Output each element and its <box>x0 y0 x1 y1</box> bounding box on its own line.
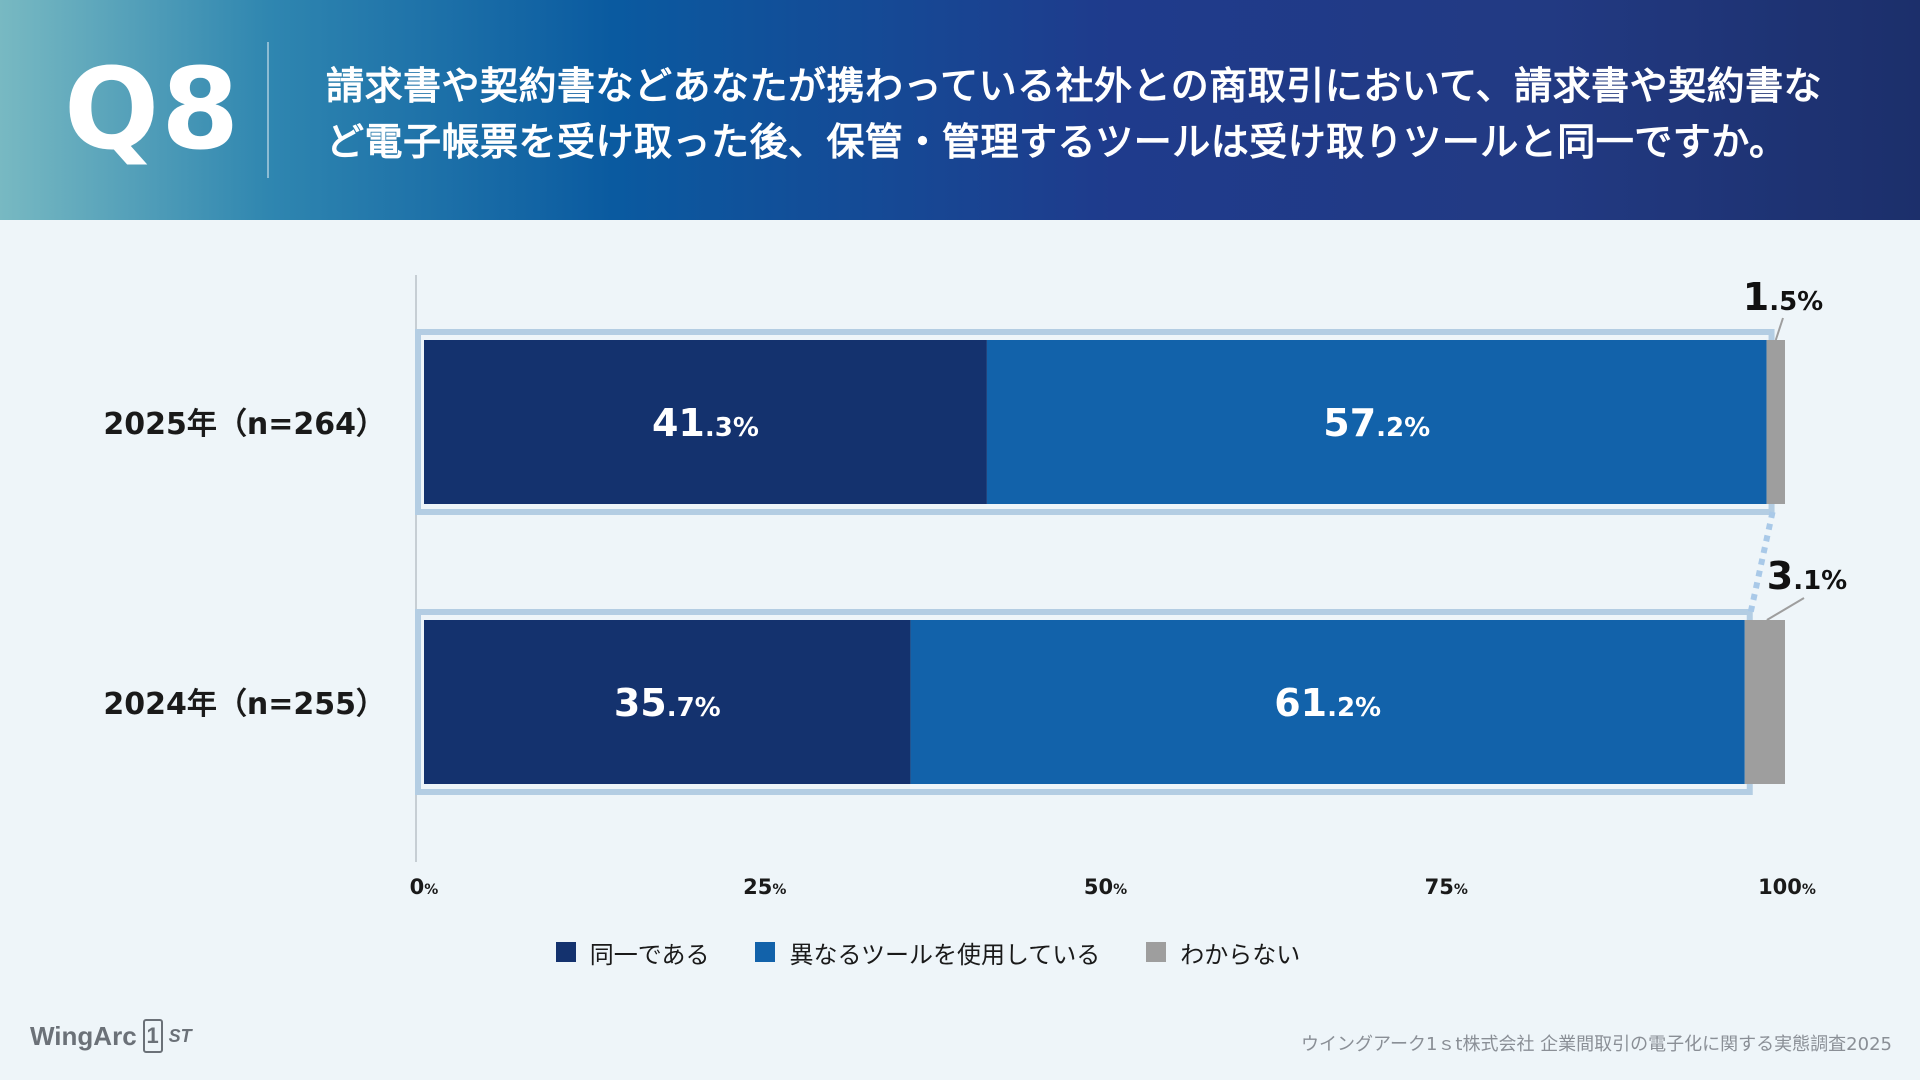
x-tick-label: 25% <box>743 875 786 899</box>
value-label-unknown: 3.1% <box>1767 554 1847 598</box>
logo-text: WingArc <box>30 1020 137 1051</box>
legend-item-same: 同一である <box>555 935 710 970</box>
x-tick-label: 50% <box>1084 875 1127 899</box>
chart-legend: 同一である 異なるツールを使用している わからない <box>0 934 1888 970</box>
legend-item-different: 異なるツールを使用している <box>755 935 1100 970</box>
legend-label-same: 同一である <box>589 940 710 969</box>
value-label-same: 35.7% <box>614 681 721 725</box>
bar-segment-unknown <box>1766 340 1785 504</box>
header-divider <box>267 42 269 178</box>
bar-segment-same <box>424 620 911 784</box>
category-label: 2024年（n=255） <box>103 687 386 722</box>
legend-swatch-different <box>755 942 776 962</box>
question-text: 請求書や契約書などあなたが携わっている社外との商取引において、請求書や契約書など… <box>326 64 1823 164</box>
company-logo: WingArc 1 ST <box>30 1018 192 1054</box>
header-banner: Q8 請求書や契約書などあなたが携わっている社外との商取引において、請求書や契約… <box>0 0 1920 220</box>
leader-line <box>1766 597 1805 621</box>
logo-mark: 1 <box>142 1019 163 1053</box>
value-label-same: 41.3% <box>652 401 759 445</box>
source-note: ウイングアーク1ｓt株式会社 企業間取引の電子化に関する実態調査2025 <box>1301 1034 1892 1055</box>
legend-swatch-same <box>555 942 576 962</box>
question-number: Q8 <box>64 45 242 175</box>
leader-line <box>1774 317 1784 341</box>
bar-segment-different <box>910 620 1745 784</box>
connector-dotted-line <box>1747 511 1776 613</box>
bar-segment-same <box>424 340 987 504</box>
x-tick-label: 75% <box>1425 875 1468 899</box>
bar-segment-unknown <box>1744 620 1785 784</box>
bar-segment-different <box>986 340 1767 504</box>
legend-swatch-unknown <box>1146 942 1167 962</box>
legend-label-different: 異なるツールを使用している <box>789 940 1101 969</box>
stacked-bar-chart: 2025年（n=264） 2024年（n=255） 41.3% 57.2% 1.5% 35… <box>103 275 1847 899</box>
x-tick-label: 0% <box>410 875 439 899</box>
value-label-different: 61.2% <box>1274 681 1381 725</box>
category-label: 2025年（n=264） <box>103 407 386 442</box>
value-label-different: 57.2% <box>1323 401 1430 445</box>
logo-suffix: ST <box>168 1025 192 1046</box>
x-tick-label: 100% <box>1758 875 1816 899</box>
legend-item-unknown: わからない <box>1146 935 1300 970</box>
value-label-unknown: 1.5% <box>1743 275 1823 319</box>
legend-label-unknown: わからない <box>1180 940 1301 969</box>
